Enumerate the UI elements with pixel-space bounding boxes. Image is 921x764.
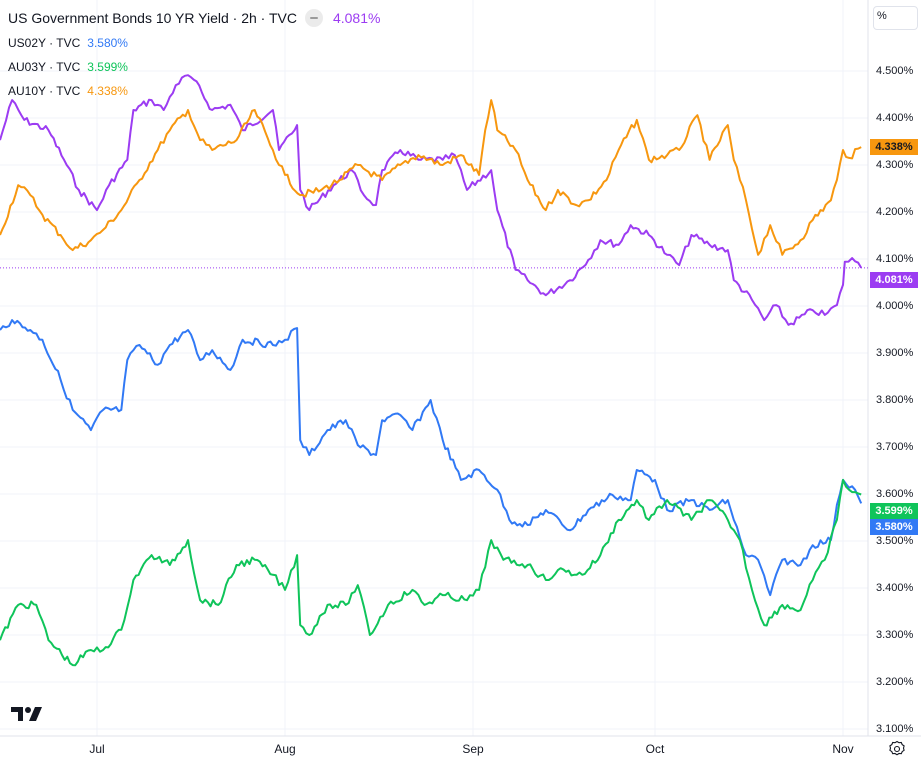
minus-icon[interactable] (304, 9, 323, 27)
series-line-au10y[interactable] (0, 99, 862, 256)
grid (0, 0, 868, 736)
y-tick-label: 3.600% (876, 488, 914, 500)
y-tick-label: 4.100% (876, 253, 914, 265)
legend-value: 4.338% (87, 84, 128, 98)
legend-row-au10y[interactable]: AU10Y · TVC 4.338% (8, 79, 380, 103)
price-tag-au03y: 3.599% (870, 503, 918, 519)
y-tick-label: 4.200% (876, 206, 914, 218)
series-line-us10y[interactable] (0, 74, 863, 326)
legend-label: AU03Y · TVC (8, 60, 81, 74)
y-tick-label: 4.500% (876, 65, 914, 77)
x-tick-label: Jul (89, 742, 105, 756)
x-tick-label: Oct (645, 742, 665, 756)
y-tick-label: 3.200% (876, 676, 914, 688)
percent-scale-button[interactable]: % (873, 6, 918, 30)
y-tick-label: 3.800% (876, 394, 914, 406)
y-tick-label: 3.700% (876, 441, 914, 453)
gear-icon[interactable] (888, 740, 906, 758)
main-symbol-title[interactable]: US Government Bonds 10 YR Yield · 2h · T… (8, 10, 297, 26)
series-line-us02y[interactable] (0, 319, 863, 597)
series-line-au03y[interactable] (0, 478, 862, 667)
y-tick-label: 3.300% (876, 629, 914, 641)
legend-label: AU10Y · TVC (8, 84, 81, 98)
y-tick-label: 3.500% (876, 535, 914, 547)
y-tick-label: 3.900% (876, 347, 914, 359)
y-tick-label: 4.000% (876, 300, 914, 312)
y-tick-label: 3.100% (876, 723, 914, 735)
legend-value: 3.599% (87, 60, 128, 74)
x-tick-label: Aug (274, 742, 296, 756)
series-lines (0, 74, 863, 667)
y-tick-label: 4.400% (876, 112, 914, 124)
main-symbol-value: 4.081% (332, 10, 381, 26)
legend-value: 3.580% (87, 36, 128, 50)
x-tick-label: Nov (832, 742, 854, 756)
tradingview-logo-icon[interactable] (11, 705, 43, 723)
legend-row-au03y[interactable]: AU03Y · TVC 3.599% (8, 55, 380, 79)
y-tick-label: 3.400% (876, 582, 914, 594)
price-tag-us02y: 3.580% (870, 519, 918, 535)
legend-title-row: US Government Bonds 10 YR Yield · 2h · T… (8, 8, 380, 28)
price-tag-au10y: 4.338% (870, 139, 918, 155)
legend: US Government Bonds 10 YR Yield · 2h · T… (8, 8, 380, 103)
legend-label: US02Y · TVC (8, 36, 81, 50)
price-tag-us10y: 4.081% (870, 272, 918, 288)
y-tick-label: 4.300% (876, 159, 914, 171)
legend-row-us02y[interactable]: US02Y · TVC 3.580% (8, 31, 380, 55)
x-tick-label: Sep (462, 742, 484, 756)
